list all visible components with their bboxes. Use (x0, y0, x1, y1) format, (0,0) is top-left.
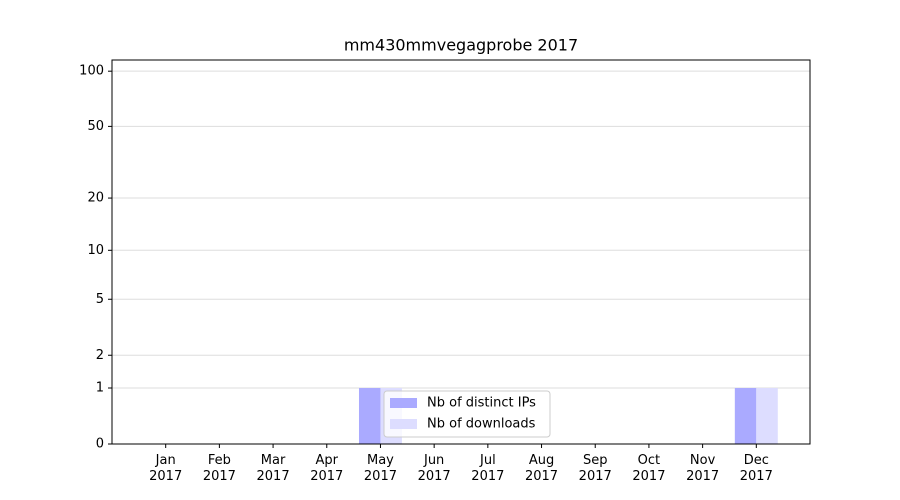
x-tick-label: Nov 2017 (686, 453, 720, 484)
x-tick-label: Mar 2017 (256, 453, 290, 484)
legend-label: Nb of distinct IPs (427, 396, 536, 411)
x-tick-label: May 2017 (363, 453, 397, 484)
y-tick-label: 0 (96, 437, 104, 452)
legend-swatch (390, 419, 417, 429)
x-tick-label: Dec 2017 (739, 453, 773, 484)
y-tick-label: 20 (87, 191, 104, 206)
y-tick-label: 50 (87, 119, 104, 134)
x-tick-label: Jun 2017 (417, 453, 451, 484)
bar (358, 388, 381, 444)
plot-frame (111, 59, 811, 445)
y-tick-label: 1 (96, 381, 104, 396)
x-tick-label: Apr 2017 (310, 453, 344, 484)
x-tick-label: Feb 2017 (202, 453, 236, 484)
y-tick-label: 10 (87, 243, 104, 258)
legend-swatch (390, 398, 417, 408)
y-tick-label: 2 (96, 348, 104, 363)
legend-box (383, 390, 551, 438)
x-tick-label: Oct 2017 (632, 453, 666, 484)
x-tick-label: Sep 2017 (578, 453, 612, 484)
bar (756, 388, 778, 444)
x-tick-label: Aug 2017 (524, 453, 559, 484)
bar (734, 388, 757, 444)
y-tick-label: 5 (96, 292, 104, 307)
y-tick-label: 100 (79, 64, 104, 79)
legend: Nb of distinct IPs Nb of downloads (383, 390, 551, 438)
legend-label: Nb of downloads (427, 417, 536, 432)
x-tick-label: Jan 2017 (149, 453, 183, 484)
x-tick-label: Jul 2017 (471, 453, 505, 484)
chart-title: mm430mmvegagprobe 2017 (344, 36, 578, 55)
